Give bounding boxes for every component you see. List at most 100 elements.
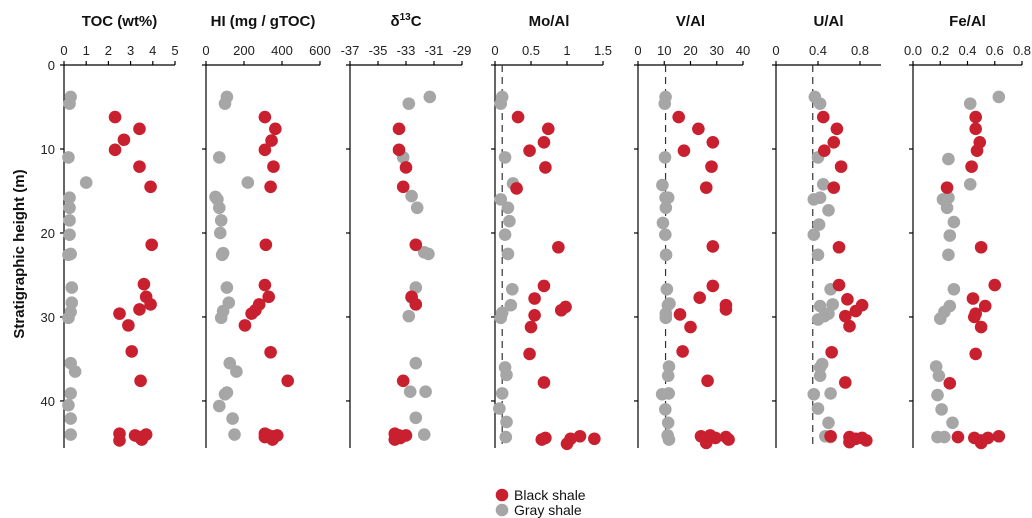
gray-shale-point [822,416,835,430]
black-shale-point [692,122,705,136]
black-shale-point [134,374,147,388]
black-shale-point [144,298,157,311]
black-shale-point [528,308,541,322]
black-shale-point [281,374,295,388]
gray-shale-point [811,248,825,262]
gray-shale-point [813,299,827,313]
black-shale-point [672,110,685,124]
black-shale-point [978,299,992,313]
black-shale-point [238,319,252,332]
black-shale-point [265,134,278,147]
gray-shale-point [659,311,673,325]
gray-shale-point [942,248,955,262]
legend-label: Black shale [514,487,586,503]
x-tick-label: 20 [683,43,697,58]
x-tick-label: -37 [341,43,360,58]
black-shale-point [245,307,258,320]
gray-shale-point [943,229,957,242]
black-shale-point [145,238,158,252]
panel-title: δ13C [390,12,421,30]
black-shale-point [969,110,982,124]
gray-shale-point [807,387,821,401]
black-shale-point [943,377,957,390]
gray-shale-point [500,415,513,429]
gray-shale-point [63,191,76,205]
gray-shale-point [498,228,512,241]
x-tick-label: 0.4 [809,43,827,58]
black-shale-point [523,144,536,157]
x-tick-label: 0 [491,43,498,58]
x-tick-label: 0.2 [931,43,949,58]
black-shale-point [951,430,965,444]
black-shale-point [269,122,282,136]
gray-shale-point [65,296,79,309]
black-shale-point [573,429,587,443]
black-shale-point [992,429,1006,443]
panel-title: HI (mg / gTOC) [211,13,316,30]
x-tick-label: 0 [60,43,67,58]
gray-shale-point [64,412,77,425]
gray-shale-point [410,201,424,215]
x-tick-label: 4 [149,43,156,58]
black-shale-point [133,160,146,173]
black-shale-point [524,320,538,334]
black-shale-point [684,320,697,334]
y-axis-label: Stratigraphic height (m) [11,169,28,338]
x-tick-label: 0.5 [522,43,540,58]
gray-shale-point [500,368,513,382]
gray-shale-point [214,311,228,325]
x-tick-label: 3 [127,43,134,58]
gray-shale-point [409,356,423,370]
black-shale-point [528,292,541,305]
gray-shale-point [662,433,676,446]
black-shale-point [830,122,844,136]
x-tick-label: 1 [83,43,90,58]
black-shale-point [974,320,988,334]
black-shale-point [270,429,284,442]
gray-shale-point [68,365,82,378]
gray-shale-point [423,90,437,104]
gray-shale-point [218,387,232,401]
black-shale-point [133,122,146,136]
panel-title: Mo/Al [529,13,570,30]
gray-shale-point [661,369,675,383]
y-tick-label: 10 [41,142,55,157]
black-shale-point [834,160,848,173]
gray-shale-point [661,191,675,205]
black-shale-point [706,279,720,293]
x-tick-label: -33 [397,43,416,58]
gray-shale-point [942,191,955,205]
black-shale-point [552,240,565,254]
gray-shale-point [963,177,977,191]
gray-shale-point [62,151,75,164]
black-shale-point [860,434,873,447]
gray-shale-point [501,247,515,261]
gray-shale-point [822,204,835,217]
gray-shale-point [62,248,75,262]
black-shale-point [113,307,126,320]
y-tick-label: 20 [41,226,55,241]
x-tick-label: 400 [271,43,293,58]
panel-title: U/Al [814,13,844,30]
gray-shale-point [811,313,825,326]
black-shale-point [258,430,272,444]
gray-shale-point [662,387,676,400]
black-shale-point [510,182,523,195]
x-tick-label: -31 [425,43,444,58]
x-tick-label: 0.4 [958,43,976,58]
black-shale-point [827,135,841,149]
black-shale-point [709,431,722,445]
panel-3: δ13C -37 -35 -33 -31 -29 [341,12,471,448]
gray-shale-point [403,385,417,399]
gray-shale-point [63,214,76,227]
legend-label: Gray shale [514,502,582,518]
gray-shale-point [661,416,675,430]
x-tick-label: 0.8 [1013,43,1031,58]
legend-marker-gray [495,503,509,517]
gray-shale-point [992,90,1006,104]
black-shale-point [409,238,423,252]
gray-shale-point [935,403,948,416]
gray-shale-point [63,97,76,110]
black-shale-point [399,161,413,174]
gray-shale-point [213,226,227,240]
